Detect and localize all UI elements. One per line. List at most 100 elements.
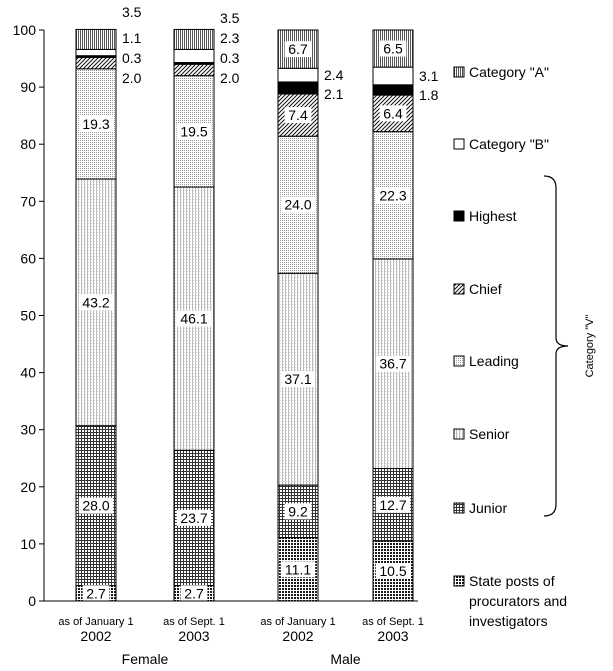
data-label-bg bbox=[180, 585, 208, 602]
x-date-label: as of January 1 bbox=[260, 616, 335, 628]
bar-segment bbox=[75, 48, 117, 57]
x-year-label: 2002 bbox=[80, 628, 111, 644]
data-label-bg bbox=[379, 105, 407, 122]
bar-segment bbox=[173, 63, 215, 77]
legend-label: Leading bbox=[469, 353, 519, 369]
data-label: 2.3 bbox=[220, 30, 240, 46]
bar-labels: 2.7 28.0 43.2 19.3 3.5 1.1 0.3 2.0 2.7 23.7 46.1 19… bbox=[78, 4, 439, 602]
y-tick-label: 30 bbox=[20, 422, 36, 438]
bar-segment bbox=[372, 66, 414, 86]
legend-label: Chief bbox=[469, 281, 502, 297]
data-label: 10.5 bbox=[379, 563, 406, 579]
y-tick-label: 80 bbox=[20, 136, 36, 152]
data-label: 28.0 bbox=[82, 498, 109, 514]
bar-segment bbox=[75, 28, 117, 50]
legend-label: State posts of procurators and investigato… bbox=[469, 573, 567, 629]
y-tick-label: 70 bbox=[20, 193, 36, 209]
data-label: 1.1 bbox=[122, 30, 142, 46]
data-label-bg bbox=[78, 294, 114, 311]
y-tick-label: 0 bbox=[28, 593, 36, 609]
data-label-bg bbox=[176, 509, 212, 526]
bar-segment bbox=[277, 67, 319, 83]
data-label-bg bbox=[375, 187, 411, 204]
y-tick-label: 60 bbox=[20, 250, 36, 266]
y-tick-label: 90 bbox=[20, 79, 36, 95]
legend: Category "A" Category "B" Highest Chief Lead… bbox=[453, 64, 567, 629]
data-label: 19.5 bbox=[180, 123, 207, 139]
x-date-label: as of Sept. 1 bbox=[163, 616, 225, 628]
data-label: 36.7 bbox=[379, 356, 406, 372]
data-label-bg bbox=[284, 107, 312, 124]
data-label: 19.3 bbox=[82, 116, 109, 132]
data-label: 2.0 bbox=[122, 70, 142, 86]
legend-label: Category "B" bbox=[469, 136, 549, 152]
data-label: 0.3 bbox=[220, 50, 240, 66]
y-tick-label: 50 bbox=[20, 308, 36, 324]
bars bbox=[75, 28, 414, 602]
legend-swatch bbox=[453, 502, 465, 514]
data-label: 1.8 bbox=[419, 87, 439, 103]
legend-label: Junior bbox=[469, 500, 507, 516]
bar-segment bbox=[173, 28, 215, 50]
data-label-bg bbox=[284, 41, 312, 58]
bracket-label: Category "V" bbox=[584, 314, 596, 377]
y-tick-label: 10 bbox=[20, 536, 36, 552]
data-label: 2.1 bbox=[324, 86, 344, 102]
bracket-line bbox=[543, 175, 569, 517]
data-label: 23.7 bbox=[180, 510, 207, 526]
data-label: 24.0 bbox=[284, 197, 311, 213]
data-label: 7.4 bbox=[288, 107, 308, 123]
y-axis: 0 10 20 30 40 50 60 70 80 90 100 bbox=[13, 22, 45, 609]
data-label: 9.2 bbox=[288, 503, 308, 519]
legend-swatch bbox=[453, 138, 465, 150]
data-label-bg bbox=[375, 563, 411, 580]
data-label: 6.5 bbox=[383, 41, 403, 57]
x-date-label: as of Sept. 1 bbox=[362, 616, 424, 628]
data-label-bg bbox=[280, 196, 316, 213]
data-label: 6.7 bbox=[288, 41, 308, 57]
data-label-bg bbox=[176, 123, 212, 140]
data-label: 11.1 bbox=[285, 561, 311, 577]
legend-swatch bbox=[453, 283, 465, 295]
data-label: 22.3 bbox=[379, 187, 406, 203]
data-label-bg bbox=[280, 371, 316, 388]
data-label-bg bbox=[280, 561, 316, 578]
data-label: 43.2 bbox=[82, 294, 109, 310]
data-label-bg bbox=[375, 355, 411, 372]
bar-segment bbox=[277, 81, 319, 95]
legend-swatch bbox=[453, 355, 465, 367]
x-date-label: as of January 1 bbox=[58, 616, 133, 628]
legend-label: Highest bbox=[469, 208, 517, 224]
x-year-label: 2003 bbox=[377, 628, 408, 644]
data-label: 3.5 bbox=[122, 4, 142, 20]
data-label-bg bbox=[379, 40, 407, 57]
data-label: 2.4 bbox=[324, 67, 344, 83]
data-label-bg bbox=[82, 585, 110, 602]
legend-label: Category "A" bbox=[469, 64, 549, 80]
bar-segment bbox=[372, 84, 414, 96]
data-label: 3.5 bbox=[220, 10, 240, 26]
legend-swatch bbox=[453, 210, 465, 222]
data-label-bg bbox=[78, 115, 114, 132]
data-label: 46.1 bbox=[180, 311, 207, 327]
legend-swatch bbox=[453, 428, 465, 440]
bar-segment bbox=[75, 56, 117, 70]
data-label: 37.1 bbox=[284, 371, 311, 387]
category-v-bracket: Category "V" bbox=[543, 175, 596, 517]
bar-segment bbox=[173, 48, 215, 64]
data-label: 2.7 bbox=[184, 585, 204, 601]
data-label: 12.7 bbox=[379, 497, 406, 513]
data-label: 0.3 bbox=[122, 50, 142, 66]
data-label: 6.4 bbox=[383, 105, 403, 121]
data-label-bg bbox=[78, 497, 114, 514]
data-label-bg bbox=[375, 496, 411, 513]
y-tick-label: 40 bbox=[20, 365, 36, 381]
data-label-bg bbox=[176, 310, 212, 327]
data-label: 3.1 bbox=[419, 68, 439, 84]
data-label: 2.0 bbox=[220, 70, 240, 86]
data-label: 2.7 bbox=[86, 585, 106, 601]
data-label-bg bbox=[284, 503, 312, 520]
x-group-label: Female bbox=[122, 651, 169, 667]
